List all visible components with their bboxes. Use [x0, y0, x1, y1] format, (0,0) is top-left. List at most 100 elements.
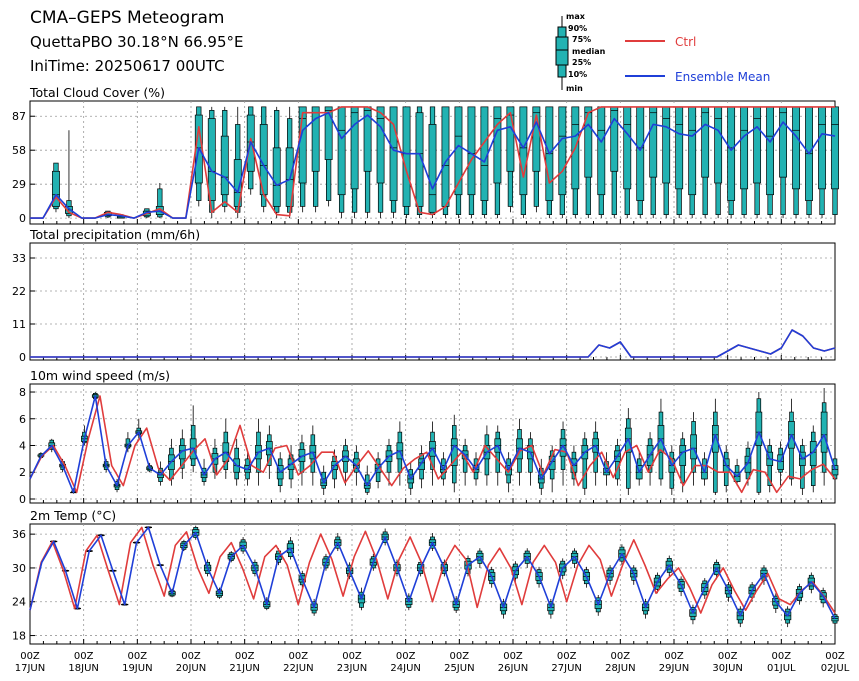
- box-p25-p75: [649, 106, 658, 178]
- y-tick-label: 24: [12, 596, 26, 609]
- x-tick-label-date: 28JUN: [605, 663, 635, 674]
- legend-ctrl-label: Ctrl: [675, 35, 696, 49]
- box-plot: [727, 106, 736, 219]
- box-plot: [688, 106, 697, 219]
- y-tick-label: 29: [12, 178, 26, 191]
- mean-series-line: [29, 526, 836, 619]
- box-plot: [337, 106, 346, 219]
- box-plot: [376, 106, 385, 219]
- box-p25-p75: [701, 106, 710, 178]
- box-p25-p75: [792, 106, 800, 190]
- box-p25-p75: [831, 465, 839, 476]
- box-p25-p75: [610, 106, 619, 172]
- x-tick-label-time: 00Z: [772, 651, 792, 662]
- x-tick-label-time: 00Z: [235, 651, 255, 662]
- box-plot: [831, 611, 839, 628]
- box-p25-p75: [493, 106, 502, 184]
- box-p25-p75: [744, 455, 752, 473]
- box-plot: [623, 106, 632, 219]
- location-text: QuettaPBO 30.18°N 66.95°E: [30, 33, 244, 51]
- y-tick-label: 87: [12, 110, 26, 123]
- y-tick-label: 58: [12, 144, 26, 157]
- box-plot: [558, 106, 567, 219]
- panel-2: 0 2 4 6 8 10m wind speed (m/s): [19, 368, 839, 506]
- legend-box-label: 25%: [572, 58, 591, 67]
- x-tick-label-date: 22JUN: [283, 663, 313, 674]
- box-plot: [792, 106, 800, 219]
- box-plot: [220, 106, 229, 213]
- x-tick-label-time: 00Z: [718, 651, 738, 662]
- init-time-text: IniTime: 20250617 00UTC: [30, 57, 225, 75]
- box-p10-p90: [626, 418, 631, 489]
- box-p25-p75: [779, 106, 787, 178]
- box-p25-p75: [636, 106, 645, 201]
- box-p25-p75: [415, 112, 424, 207]
- box-p25-p75: [220, 135, 229, 196]
- box-p25-p75: [532, 106, 541, 172]
- box-p25-p75: [818, 106, 826, 190]
- y-tick-label: 8: [19, 386, 26, 399]
- y-tick-label: 36: [12, 528, 26, 541]
- legend-box-label: 90%: [568, 24, 587, 33]
- x-tick-label-time: 00Z: [396, 651, 416, 662]
- box-plot: [636, 106, 645, 219]
- x-tick-label-date: 24JUN: [390, 663, 420, 674]
- box-p25-p75: [766, 106, 775, 196]
- box-plot: [711, 398, 719, 495]
- panel-title: Total Cloud Cover (%): [29, 85, 165, 100]
- legend-box-inner: [555, 36, 569, 66]
- box-plot: [805, 106, 813, 219]
- box-plot: [194, 106, 203, 207]
- y-tick-label: 6: [19, 413, 26, 426]
- x-tick-label-time: 00Z: [289, 651, 309, 662]
- legend-mean-label: Ensemble Mean: [675, 70, 770, 84]
- x-tick-label-time: 00Z: [74, 651, 94, 662]
- box-plot: [519, 106, 528, 219]
- x-tick-label-date: 18JUN: [68, 663, 98, 674]
- x-tick-label-date: 27JUN: [551, 663, 581, 674]
- x-tick-label-time: 00Z: [342, 651, 362, 662]
- box-plot: [788, 398, 795, 486]
- box-plot: [740, 106, 749, 219]
- box-plot: [690, 412, 697, 486]
- box-p25-p75: [52, 170, 60, 207]
- x-axis-labels: 00Z17JUN00Z18JUN00Z19JUN00Z20JUN00Z21JUN…: [15, 651, 850, 674]
- x-tick-label-date: 25JUN: [444, 663, 474, 674]
- y-tick-label: 0: [19, 212, 26, 225]
- x-tick-label-time: 00Z: [503, 651, 523, 662]
- box-plot: [571, 106, 580, 219]
- box-p25-p75: [441, 106, 450, 207]
- box-plot: [207, 106, 216, 219]
- x-tick-label-date: 17JUN: [15, 663, 45, 674]
- box-plot: [506, 106, 515, 213]
- box-p25-p75: [558, 106, 567, 196]
- box-p25-p75: [740, 106, 749, 190]
- box-plot: [831, 106, 839, 219]
- box-p25-p75: [820, 411, 828, 453]
- box-plot: [818, 106, 826, 219]
- box-p10-p90: [615, 445, 620, 480]
- box-p25-p75: [506, 106, 515, 172]
- box-plot: [363, 106, 372, 219]
- box-plot: [584, 106, 593, 219]
- x-tick-label-time: 00Z: [181, 651, 201, 662]
- x-tick-label-time: 00Z: [450, 651, 470, 662]
- legend-box-label: 10%: [568, 70, 587, 79]
- box-p25-p75: [831, 106, 839, 190]
- box-p25-p75: [324, 106, 333, 160]
- y-tick-label: 4: [19, 440, 26, 453]
- x-tick-label-date: 21JUN: [229, 663, 259, 674]
- box-p25-p75: [584, 106, 593, 178]
- y-tick-label: 33: [12, 252, 26, 265]
- box-p25-p75: [272, 147, 281, 207]
- panel-frame: [29, 242, 836, 361]
- box-plot: [298, 106, 307, 213]
- box-plot: [545, 106, 554, 219]
- box-plot: [799, 438, 806, 495]
- box-p25-p75: [337, 106, 346, 196]
- box-plot: [450, 414, 458, 493]
- box-p25-p75: [755, 411, 763, 446]
- box-p25-p75: [623, 106, 632, 190]
- legend-box-label: min: [566, 84, 583, 93]
